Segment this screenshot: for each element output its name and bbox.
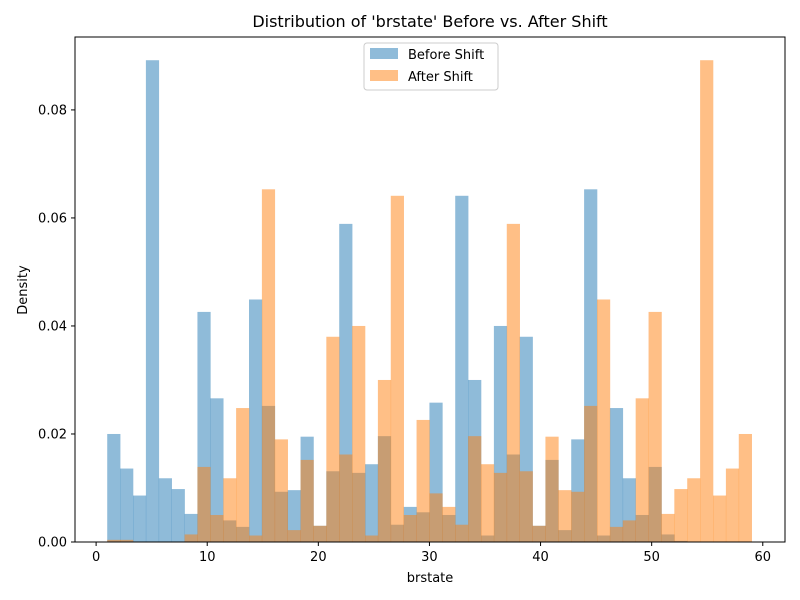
y-axis-label: Density — [16, 265, 31, 315]
bar-before-27 — [455, 195, 469, 543]
bar-after-29 — [481, 464, 495, 542]
bar-before-2 — [133, 495, 147, 542]
bar-after-35 — [558, 490, 572, 542]
y-tick-label: 0.02 — [38, 427, 67, 442]
bar-after-18 — [339, 454, 353, 542]
bar-before-5 — [171, 489, 185, 542]
bar-after-7 — [197, 466, 211, 542]
x-tick-label: 10 — [199, 550, 216, 565]
legend-swatch-before — [370, 48, 398, 59]
bar-after-14 — [287, 530, 301, 542]
bar-before-39 — [609, 408, 624, 542]
bar-after-16 — [313, 525, 327, 542]
bar-after-32 — [519, 471, 533, 542]
bar-after-1 — [120, 539, 134, 542]
bar-after-38 — [597, 299, 611, 542]
bar-after-23 — [403, 514, 417, 542]
bar-after-49 — [738, 433, 752, 542]
bar-after-46 — [700, 60, 714, 542]
bar-after-39 — [609, 526, 624, 542]
bar-after-40 — [622, 520, 636, 542]
bar-after-11 — [249, 535, 263, 542]
bar-after-25 — [429, 493, 443, 542]
bar-before-20 — [365, 464, 379, 542]
bar-after-42 — [648, 311, 662, 542]
legend-swatch-after — [370, 70, 398, 81]
bar-after-41 — [635, 398, 649, 542]
chart-title: Distribution of 'brstate' Before vs. Aft… — [252, 12, 607, 31]
bar-after-24 — [416, 419, 430, 542]
bar-after-9 — [223, 478, 237, 542]
bar-after-34 — [545, 436, 559, 542]
y-tick-label: 0.06 — [38, 211, 67, 226]
bar-after-13 — [274, 439, 288, 542]
bar-before-1 — [120, 468, 134, 542]
bar-after-26 — [442, 506, 456, 542]
bar-after-6 — [184, 534, 198, 542]
bar-after-37 — [584, 405, 598, 542]
x-tick-label: 0 — [92, 550, 100, 565]
bar-after-20 — [365, 535, 379, 542]
bar-before-3 — [145, 60, 160, 542]
bar-after-31 — [506, 223, 520, 542]
bar-after-36 — [571, 491, 585, 542]
x-tick-label: 40 — [532, 550, 549, 565]
bar-after-19 — [352, 325, 366, 542]
bar-before-14 — [287, 490, 301, 542]
plot-frame — [74, 36, 786, 543]
bar-before-8 — [210, 398, 224, 542]
legend-label-after: After Shift — [408, 70, 473, 85]
bar-after-17 — [326, 336, 340, 542]
bar-after-21 — [377, 379, 392, 542]
x-axis-label: brstate — [407, 571, 454, 586]
bar-after-8 — [210, 514, 224, 542]
x-axis: 0 10 20 30 40 50 60 — [92, 542, 771, 565]
bar-after-43 — [661, 513, 675, 542]
y-tick-label: 0.00 — [38, 536, 67, 551]
y-tick-label: 0.08 — [38, 103, 67, 118]
plot-area — [107, 60, 752, 543]
x-tick-label: 60 — [755, 550, 772, 565]
x-tick-label: 30 — [421, 550, 438, 565]
bar-after-44 — [674, 489, 688, 542]
bar-after-15 — [300, 459, 314, 542]
legend-label-before: Before Shift — [408, 48, 484, 63]
series-1 — [107, 60, 752, 543]
x-tick-label: 50 — [643, 550, 660, 565]
bar-after-30 — [493, 472, 508, 542]
bar-after-33 — [532, 525, 546, 542]
bar-after-45 — [687, 478, 701, 542]
y-tick-label: 0.04 — [38, 319, 67, 334]
y-axis: 0.00 0.02 0.04 0.06 0.08 — [38, 103, 75, 551]
bar-after-27 — [455, 524, 469, 542]
bar-after-10 — [236, 408, 250, 542]
bar-after-0 — [107, 539, 121, 542]
legend: Before Shift After Shift — [363, 42, 499, 91]
bar-after-47 — [713, 495, 727, 542]
bar-before-4 — [158, 478, 172, 542]
bar-after-12 — [261, 189, 276, 542]
bar-after-22 — [390, 195, 404, 543]
bar-before-0 — [107, 433, 121, 542]
x-tick-label: 20 — [310, 550, 327, 565]
bar-before-11 — [249, 299, 263, 542]
bar-after-48 — [725, 468, 740, 542]
bar-after-28 — [468, 436, 482, 542]
